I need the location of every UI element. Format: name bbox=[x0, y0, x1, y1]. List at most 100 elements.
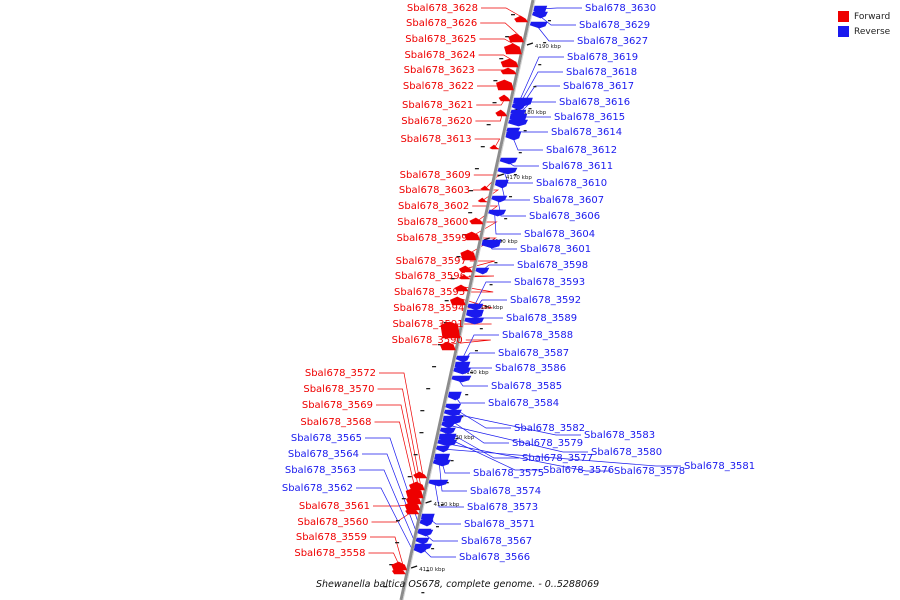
gene-label[interactable]: Sbal678_3613 bbox=[400, 134, 471, 145]
gene-label[interactable]: Sbal678_3581 bbox=[684, 461, 755, 472]
reverse-gene-feature[interactable] bbox=[467, 303, 484, 311]
gene-label[interactable]: Sbal678_3626 bbox=[406, 18, 477, 29]
gene-label[interactable]: Sbal678_3623 bbox=[404, 65, 475, 76]
gene-label[interactable]: Sbal678_3598 bbox=[517, 260, 588, 271]
forward-gene-feature[interactable] bbox=[413, 471, 428, 479]
gene-label[interactable]: Sbal678_3570 bbox=[303, 384, 374, 395]
forward-gene-feature[interactable] bbox=[477, 197, 488, 203]
forward-gene-feature[interactable] bbox=[458, 265, 473, 273]
gene-label[interactable]: Sbal678_3568 bbox=[300, 417, 371, 428]
gene-label[interactable]: Sbal678_3573 bbox=[467, 502, 538, 513]
forward-gene-feature[interactable] bbox=[440, 321, 461, 339]
reverse-gene-feature[interactable] bbox=[445, 403, 462, 411]
gene-label[interactable]: Sbal678_3562 bbox=[282, 483, 353, 494]
gene-label[interactable]: Sbal678_3625 bbox=[405, 34, 476, 45]
reverse-gene-feature[interactable] bbox=[481, 239, 502, 249]
reverse-gene-feature[interactable] bbox=[453, 367, 472, 375]
forward-gene-feature[interactable] bbox=[495, 109, 508, 117]
forward-gene-feature[interactable] bbox=[480, 185, 491, 191]
reverse-gene-feature[interactable] bbox=[439, 427, 456, 435]
gene-label[interactable]: Sbal678_3615 bbox=[554, 112, 625, 123]
forward-gene-feature[interactable] bbox=[405, 507, 420, 515]
reverse-gene-feature[interactable] bbox=[466, 309, 484, 319]
gene-label[interactable]: Sbal678_3606 bbox=[529, 211, 600, 222]
gene-label[interactable]: Sbal678_3619 bbox=[567, 52, 638, 63]
gene-label[interactable]: Sbal678_3620 bbox=[401, 116, 472, 127]
gene-label[interactable]: Sbal678_3569 bbox=[302, 400, 373, 411]
gene-label[interactable]: Sbal678_3597 bbox=[396, 256, 467, 267]
reverse-gene-feature[interactable] bbox=[414, 543, 433, 551]
gene-label[interactable]: Sbal678_3611 bbox=[542, 161, 613, 172]
reverse-gene-feature[interactable] bbox=[505, 131, 522, 141]
forward-gene-feature[interactable] bbox=[498, 94, 511, 102]
gene-label[interactable]: Sbal678_3618 bbox=[566, 67, 637, 78]
reverse-gene-feature[interactable] bbox=[464, 317, 485, 325]
gene-label[interactable]: Sbal678_3612 bbox=[546, 145, 617, 156]
gene-label[interactable]: Sbal678_3586 bbox=[495, 363, 566, 374]
forward-gene-feature[interactable] bbox=[514, 15, 529, 23]
gene-label[interactable]: Sbal678_3629 bbox=[579, 20, 650, 31]
reverse-gene-feature[interactable] bbox=[437, 439, 458, 447]
reverse-gene-feature[interactable] bbox=[491, 195, 508, 203]
forward-gene-feature[interactable] bbox=[504, 43, 522, 55]
gene-label[interactable]: Sbal678_3595 bbox=[394, 287, 465, 298]
gene-label[interactable]: Sbal678_3592 bbox=[510, 295, 581, 306]
forward-gene-feature[interactable] bbox=[460, 249, 477, 261]
gene-label[interactable]: Sbal678_3587 bbox=[498, 348, 569, 359]
gene-label[interactable]: Sbal678_3561 bbox=[299, 501, 370, 512]
gene-label[interactable]: Sbal678_3599 bbox=[396, 233, 467, 244]
reverse-gene-feature[interactable] bbox=[499, 157, 518, 165]
gene-label[interactable]: Sbal678_3559 bbox=[296, 532, 367, 543]
gene-label[interactable]: Sbal678_3566 bbox=[459, 552, 530, 563]
reverse-gene-feature[interactable] bbox=[455, 355, 470, 363]
gene-label[interactable]: Sbal678_3575 bbox=[473, 468, 544, 479]
gene-label[interactable]: Sbal678_3607 bbox=[533, 195, 604, 206]
reverse-gene-feature[interactable] bbox=[532, 11, 548, 19]
forward-gene-feature[interactable] bbox=[391, 561, 408, 571]
reverse-gene-feature[interactable] bbox=[508, 119, 529, 127]
gene-label[interactable]: Sbal678_3577 bbox=[522, 453, 593, 464]
forward-gene-feature[interactable] bbox=[500, 67, 517, 75]
gene-label[interactable]: Sbal678_3560 bbox=[297, 517, 368, 528]
gene-label[interactable]: Sbal678_3594 bbox=[393, 303, 464, 314]
gene-label[interactable]: Sbal678_3563 bbox=[285, 465, 356, 476]
gene-label[interactable]: Sbal678_3585 bbox=[491, 381, 562, 392]
gene-label[interactable]: Sbal678_3601 bbox=[520, 244, 591, 255]
forward-gene-feature[interactable] bbox=[391, 567, 406, 575]
reverse-gene-feature[interactable] bbox=[435, 445, 450, 453]
forward-gene-feature[interactable] bbox=[405, 495, 422, 505]
gene-label[interactable]: Sbal678_3590 bbox=[392, 335, 463, 346]
reverse-gene-feature[interactable] bbox=[417, 529, 434, 537]
reverse-gene-feature[interactable] bbox=[447, 391, 462, 401]
reverse-gene-feature[interactable] bbox=[415, 537, 430, 545]
gene-label[interactable]: Sbal678_3616 bbox=[559, 97, 630, 108]
forward-gene-feature[interactable] bbox=[500, 58, 519, 68]
reverse-gene-feature[interactable] bbox=[494, 179, 509, 189]
gene-label[interactable]: Sbal678_3558 bbox=[294, 548, 365, 559]
gene-label[interactable]: Sbal678_3602 bbox=[398, 201, 469, 212]
gene-label[interactable]: Sbal678_3571 bbox=[464, 519, 535, 530]
gene-label[interactable]: Sbal678_3622 bbox=[403, 81, 474, 92]
gene-label[interactable]: Sbal678_3583 bbox=[584, 430, 655, 441]
gene-label[interactable]: Sbal678_3576 bbox=[543, 465, 614, 476]
forward-gene-feature[interactable] bbox=[464, 231, 481, 241]
gene-label[interactable]: Sbal678_3593 bbox=[514, 277, 585, 288]
gene-label[interactable]: Sbal678_3579 bbox=[512, 438, 583, 449]
reverse-gene-feature[interactable] bbox=[497, 167, 518, 175]
reverse-gene-feature[interactable] bbox=[443, 409, 462, 417]
forward-gene-feature[interactable] bbox=[496, 79, 514, 91]
reverse-gene-feature[interactable] bbox=[432, 459, 451, 467]
gene-label[interactable]: Sbal678_3582 bbox=[514, 423, 585, 434]
gene-label[interactable]: Sbal678_3584 bbox=[488, 398, 559, 409]
forward-gene-feature[interactable] bbox=[508, 33, 525, 43]
forward-gene-feature[interactable] bbox=[409, 481, 425, 491]
forward-gene-feature[interactable] bbox=[454, 284, 469, 292]
reverse-gene-feature[interactable] bbox=[475, 267, 490, 275]
forward-gene-feature[interactable] bbox=[440, 341, 456, 351]
gene-label[interactable]: Sbal678_3588 bbox=[502, 330, 573, 341]
gene-label[interactable]: Sbal678_3609 bbox=[400, 170, 471, 181]
gene-label[interactable]: Sbal678_3614 bbox=[551, 127, 622, 138]
forward-gene-feature[interactable] bbox=[405, 487, 424, 499]
forward-gene-feature[interactable] bbox=[404, 501, 421, 511]
gene-label[interactable]: Sbal678_3628 bbox=[407, 3, 478, 14]
